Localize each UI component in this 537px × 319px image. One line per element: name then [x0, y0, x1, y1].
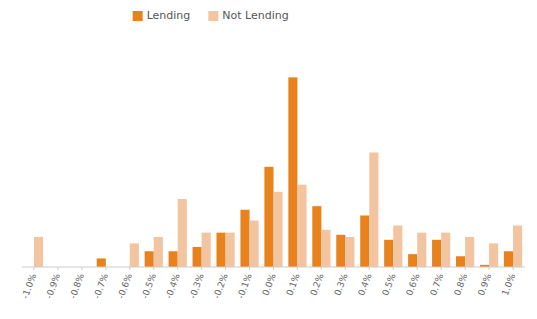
- x-tick-label: 0.7%: [428, 272, 445, 297]
- x-tick: [465, 267, 466, 270]
- legend-label: Lending: [147, 9, 191, 22]
- bar: [456, 256, 465, 267]
- bar: [441, 233, 450, 267]
- bar: [336, 235, 345, 267]
- bar: [226, 233, 235, 267]
- bar: [297, 185, 306, 267]
- x-tick: [201, 267, 202, 270]
- x-tick: [129, 267, 130, 270]
- x-tick-label: 0.9%: [476, 272, 493, 297]
- bar: [169, 251, 178, 267]
- x-tick-label: 0.0%: [261, 272, 278, 297]
- x-tick-label: 0.5%: [380, 272, 397, 297]
- bar: [504, 251, 513, 267]
- bar: [489, 243, 498, 267]
- bar: [360, 215, 369, 267]
- x-tick-label: 0.2%: [308, 272, 325, 297]
- bar: [312, 206, 321, 267]
- x-tick-label: -0.6%: [116, 272, 134, 300]
- x-tick: [345, 267, 346, 270]
- bar: [369, 153, 378, 268]
- x-tick-label: -0.7%: [92, 272, 110, 300]
- bar: [154, 237, 163, 267]
- bar: [417, 233, 426, 267]
- x-tick: [297, 267, 298, 270]
- x-tick: [105, 267, 106, 270]
- x-tick-label: -0.8%: [68, 272, 86, 300]
- bar: [393, 225, 402, 267]
- bar: [321, 230, 330, 267]
- x-tick: [369, 267, 370, 270]
- bar: [250, 220, 259, 267]
- x-tick: [57, 267, 58, 270]
- legend-label: Not Lending: [222, 9, 288, 22]
- bar: [384, 240, 393, 267]
- legend-swatch: [133, 11, 143, 21]
- x-tick-label: -0.1%: [235, 272, 253, 300]
- x-tick: [225, 267, 226, 270]
- bar: [178, 199, 187, 267]
- bar: [202, 233, 211, 267]
- x-tick-label: 0.3%: [332, 272, 349, 297]
- x-tick-label: 0.4%: [356, 272, 373, 297]
- x-tick-label: 0.6%: [404, 272, 421, 297]
- x-tick: [177, 267, 178, 270]
- bar: [465, 237, 474, 267]
- x-tick: [33, 267, 34, 270]
- x-tick-label: -1.0%: [20, 272, 38, 300]
- x-tick: [249, 267, 250, 270]
- x-tick-label: -0.9%: [44, 272, 62, 300]
- x-tick: [81, 267, 82, 270]
- bar: [288, 77, 297, 267]
- x-tick: [273, 267, 274, 270]
- bar: [513, 225, 522, 267]
- x-tick-label: -0.5%: [140, 272, 158, 300]
- x-tick: [513, 267, 514, 270]
- legend-swatch: [208, 11, 218, 21]
- x-tick: [417, 267, 418, 270]
- x-tick: [153, 267, 154, 270]
- bars: [34, 77, 522, 267]
- bar: [193, 247, 202, 267]
- x-tick: [441, 267, 442, 270]
- x-tick-label: -0.2%: [211, 272, 229, 300]
- legend: Lending Not Lending: [133, 9, 289, 22]
- x-tick-label: -0.4%: [164, 272, 182, 300]
- bar: [216, 233, 225, 267]
- bar: [145, 251, 154, 267]
- x-tick-label: 0.8%: [452, 272, 469, 297]
- bar: [345, 237, 354, 267]
- chart: -1.0% -0.9% -0.8% -0.7% -0.6% -0.5% -0.4% -0.3%…: [0, 0, 537, 319]
- x-tick-label: 0.1%: [284, 272, 301, 297]
- x-tick: [393, 267, 394, 270]
- bar: [130, 243, 139, 267]
- x-tick: [489, 267, 490, 270]
- x-tick-label: 1.0%: [500, 272, 517, 297]
- x-tick-label: -0.3%: [188, 272, 206, 300]
- bar: [274, 192, 283, 267]
- x-tick: [321, 267, 322, 270]
- bar: [408, 254, 417, 267]
- bar: [432, 240, 441, 267]
- bar: [264, 167, 273, 267]
- bar: [240, 210, 249, 267]
- bar: [34, 237, 43, 267]
- bar: [97, 258, 106, 267]
